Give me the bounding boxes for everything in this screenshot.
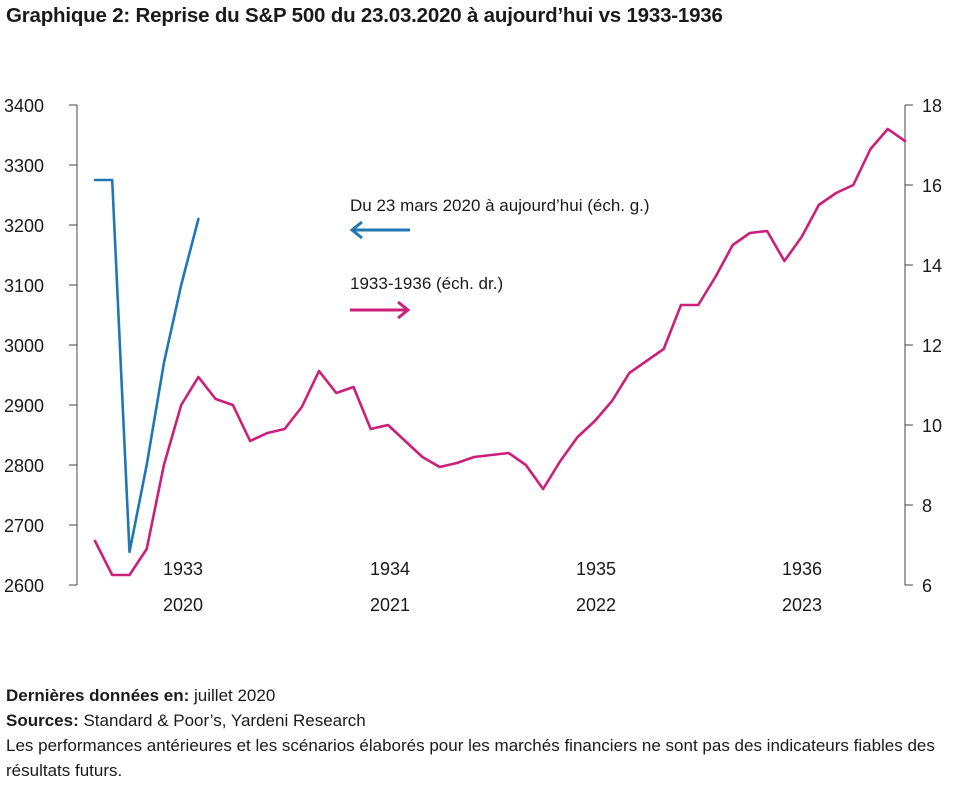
left-tick-label: 3400	[4, 96, 44, 116]
last-data-value: juillet 2020	[189, 686, 276, 705]
right-axis: 6 8 10 12 14 16 18	[904, 96, 942, 596]
left-tick-label: 2600	[4, 576, 44, 596]
right-tick-label: 10	[922, 416, 942, 436]
left-tick-label: 2700	[4, 516, 44, 536]
x-top-tick-label: 1936	[782, 559, 822, 579]
legend-label-sp500-2020: Du 23 mars 2020 à aujourd’hui (éch. g.)	[350, 196, 650, 215]
footer: Dernières données en: juillet 2020 Sourc…	[6, 683, 946, 783]
left-tick-label: 2900	[4, 396, 44, 416]
right-tick-label: 18	[922, 96, 942, 116]
right-tick-label: 14	[922, 256, 942, 276]
right-tick-label: 12	[922, 336, 942, 356]
legend-label-1933-1936: 1933-1936 (éch. dr.)	[350, 274, 503, 293]
series-line-sp500-2020	[93, 178, 200, 554]
left-tick-label: 3000	[4, 336, 44, 356]
last-data-label: Dernières données en:	[6, 686, 190, 705]
right-tick-label: 6	[922, 576, 932, 596]
sources-label: Sources:	[6, 711, 79, 730]
left-tick-label: 2800	[4, 456, 44, 476]
x-bottom-tick-label: 2020	[163, 595, 203, 615]
series-line-1933-1936	[93, 127, 907, 577]
chart-title: Graphique 2: Reprise du S&P 500 du 23.03…	[6, 4, 723, 27]
x-top-tick-label: 1933	[163, 559, 203, 579]
right-tick-label: 16	[922, 176, 942, 196]
right-arrow-icon	[397, 300, 411, 320]
right-tick-label: 8	[922, 496, 932, 516]
sources-line: Sources: Standard & Poor’s, Yardeni Rese…	[6, 708, 946, 733]
line-chart: 2600 2700 2800 2900 3000 3100 3200 3300 3400 6 8 1…	[4, 96, 942, 615]
x-bottom-tick-label: 2022	[576, 595, 616, 615]
x-axis: 1933 1934 1935 1936 2020 2021 2022 2023	[163, 559, 822, 615]
last-data-line: Dernières données en: juillet 2020	[6, 683, 946, 708]
legend: Du 23 mars 2020 à aujourd’hui (éch. g.) …	[349, 196, 650, 320]
x-top-tick-label: 1935	[576, 559, 616, 579]
left-axis: 2600 2700 2800 2900 3000 3100 3200 3300 3400	[4, 96, 78, 596]
left-arrow-icon	[349, 220, 363, 240]
sources-value: Standard & Poor’s, Yardeni Research	[78, 711, 366, 730]
left-tick-label: 3100	[4, 276, 44, 296]
left-tick-label: 3300	[4, 156, 44, 176]
series-layer	[93, 127, 907, 577]
x-bottom-tick-label: 2023	[782, 595, 822, 615]
disclaimer: Les performances antérieures et les scén…	[6, 736, 935, 780]
x-bottom-tick-label: 2021	[370, 595, 410, 615]
x-top-tick-label: 1934	[370, 559, 410, 579]
left-tick-label: 3200	[4, 216, 44, 236]
